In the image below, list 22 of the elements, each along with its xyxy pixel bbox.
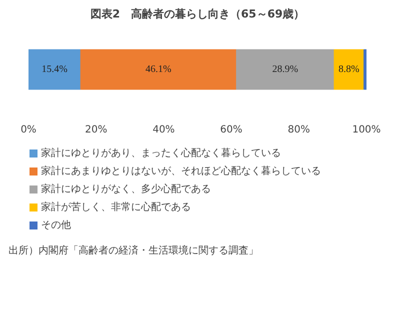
- data-label: 28.9%: [272, 64, 298, 75]
- x-tick-label: 0%: [20, 124, 36, 136]
- bar: [334, 49, 364, 90]
- bar: [80, 49, 237, 90]
- chart-title: 図表2 高齢者の暮らし向き（65～69歳）: [90, 8, 305, 20]
- data-label: 8.8%: [338, 64, 360, 75]
- x-tick-label: 100%: [352, 124, 381, 136]
- data-label: 46.1%: [146, 64, 172, 75]
- x-tick-label: 60%: [220, 124, 242, 136]
- legend-label: 家計にあまりゆとりはないが、それほど心配なく暮らしている: [41, 164, 321, 178]
- bar: [28, 49, 81, 90]
- x-tick-label: 40%: [152, 124, 175, 136]
- text: 出所）内閣府「高齢者の経済・生活環境に関する調査」: [8, 244, 258, 256]
- x-tick-label: 20%: [84, 124, 108, 136]
- x-tick-label: 80%: [288, 124, 310, 136]
- legend-label: 家計が苦しく、非常に心配である: [41, 200, 191, 214]
- legend-label: その他: [41, 219, 71, 232]
- legend-label: 家計にゆとりがなく、多少心配である: [41, 182, 211, 196]
- legend-label: 家計にゆとりがあり、まったく心配なく暮らしている: [41, 146, 281, 160]
- bar: [364, 49, 366, 90]
- data-label: 15.4%: [42, 64, 68, 75]
- bar: [236, 49, 334, 90]
